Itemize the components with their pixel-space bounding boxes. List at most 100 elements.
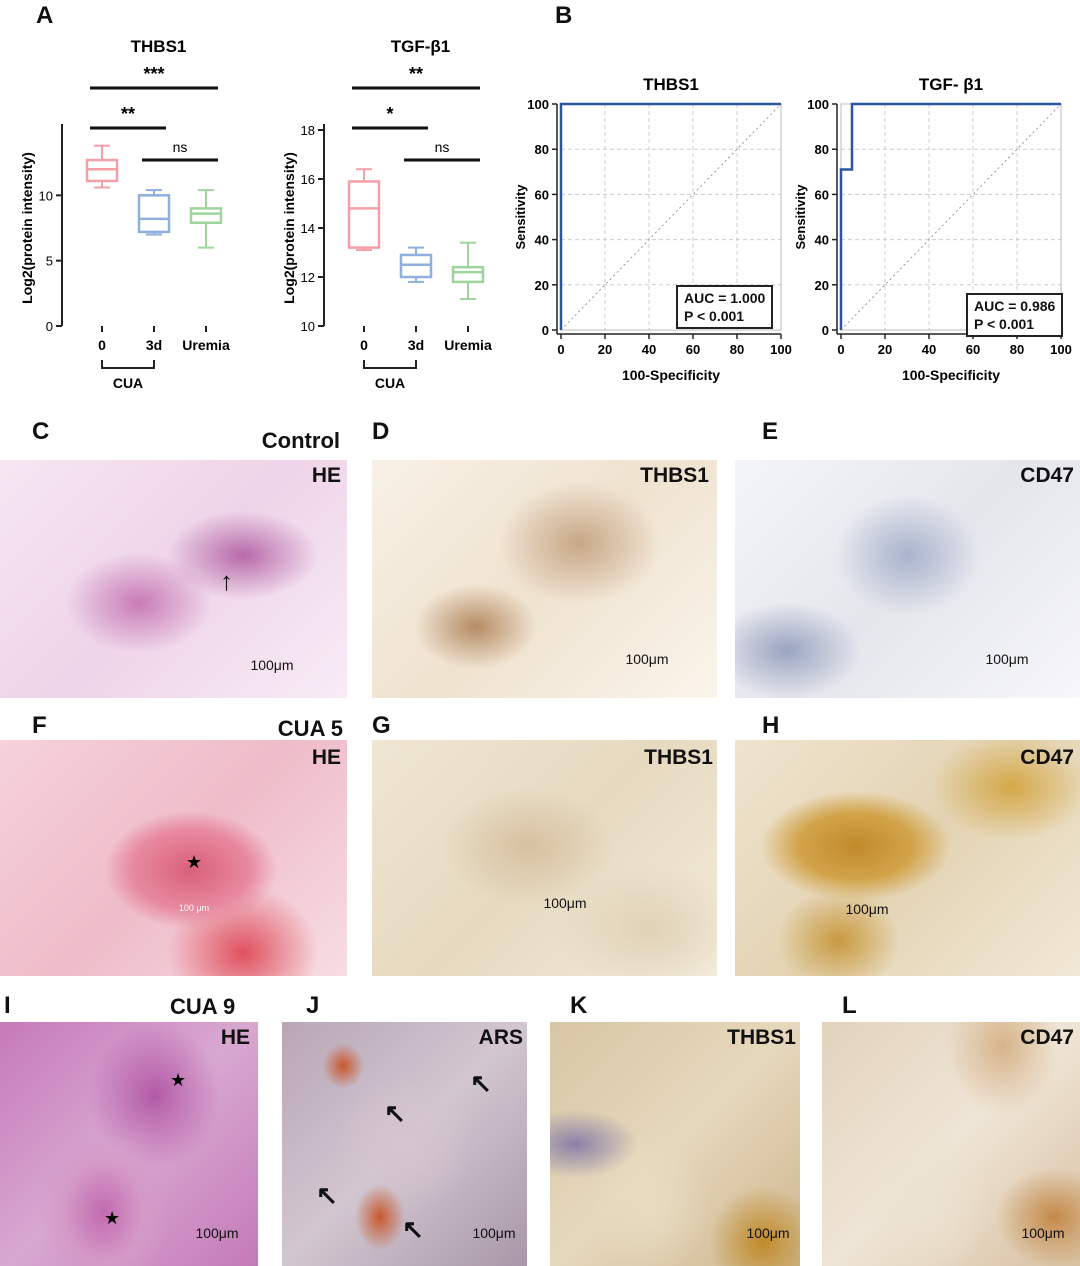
x-tick-label: 20 [878, 342, 892, 357]
arrow-icon: ↖ [470, 1068, 492, 1098]
stain-label: HE [220, 1026, 250, 1049]
stain-label: ARS [478, 1026, 523, 1049]
panel-label-a: A [36, 2, 54, 29]
auc-text: AUC = 0.986 [974, 298, 1056, 314]
y-tick-label: 5 [46, 254, 53, 269]
y-tick-label: 10 [301, 319, 315, 334]
x-tick-label: 100 [1050, 342, 1072, 357]
significance-label: ns [435, 139, 450, 155]
y-axis-label: Log2(protein intensity) [19, 152, 35, 304]
micrograph-cua9-cd47: CD47 100μm [822, 1022, 1080, 1266]
arrow-icon: ↖ [316, 1180, 338, 1210]
y-tick-label: 12 [301, 270, 315, 285]
x-tick-label: 60 [686, 342, 700, 357]
significance-label: ** [409, 64, 423, 84]
scale-bar: 100μm [512, 894, 618, 916]
scale-text: 100μm [1021, 1225, 1065, 1241]
x-tick-label: 0 [98, 337, 106, 353]
auc-text: AUC = 1.000 [684, 290, 766, 306]
y-tick-label: 40 [815, 233, 829, 248]
panel-label-b: B [555, 2, 573, 29]
y-tick-label: 80 [535, 142, 549, 157]
x-tick-label: 0 [837, 342, 844, 357]
scale-text: 100μm [472, 1225, 516, 1241]
y-tick-label: 14 [301, 221, 315, 236]
panel-label-k: K [570, 992, 588, 1019]
group-bracket [101, 360, 155, 369]
scale-bar: 100μm [218, 654, 326, 678]
star-icon: ★ [186, 852, 203, 872]
micrograph-cua9-he: ★ ★ HE 100μm [0, 1022, 258, 1266]
group-label-cua9: CUA 9 [170, 994, 236, 1019]
micrograph-cua5-thbs1: THBS1 100μm [372, 740, 717, 976]
y-tick-label: 20 [535, 278, 549, 293]
group-bracket [363, 360, 417, 369]
group-label: CUA [375, 375, 405, 391]
box [451, 265, 485, 284]
box [189, 207, 223, 225]
x-tick-label: 3d [408, 337, 424, 353]
stain-label: CD47 [1020, 464, 1074, 487]
roc-auc-box-thbs1: AUC = 1.000 P < 0.001 [676, 285, 774, 329]
x-tick-label: 0 [360, 337, 368, 353]
stain-label: CD47 [1020, 746, 1074, 769]
y-tick-label: 40 [535, 233, 549, 248]
scale-bar: 100μm [815, 900, 919, 922]
significance-label: ns [173, 139, 188, 155]
roc-chart-thbs1: THBS1 00 20 20 40 40 60 60 80 80 100 100 Sensitivity… [513, 75, 792, 383]
micrograph-control-he: ↑ HE 100μm [0, 460, 347, 698]
roc-auc-box-tgfb1: AUC = 0.986 P < 0.001 [966, 293, 1064, 337]
micrograph-cua9-ars: ↖ ↖ ↖ ↖ ARS 100μm [282, 1022, 527, 1266]
boxplot-tgfb1: TGF-β1 10 12 14 16 18 Log2(protein intensity) 0… [281, 37, 492, 391]
stain-label: HE [311, 464, 341, 487]
arrow-icon: ↖ [402, 1214, 424, 1244]
scale-text: 100 μm [178, 903, 210, 913]
scale-text: 100μm [746, 1225, 790, 1241]
chart-title: TGF-β1 [391, 37, 450, 56]
y-tick-label: 60 [535, 187, 549, 202]
y-tick-label: 80 [815, 142, 829, 157]
arrow-icon: ↖ [384, 1098, 406, 1128]
x-tick-label: 100 [770, 342, 792, 357]
y-tick-label: 16 [301, 172, 315, 187]
box [347, 180, 381, 249]
x-tick-label: 40 [922, 342, 936, 357]
y-axis-label: Sensitivity [513, 184, 528, 250]
group-label: CUA [113, 375, 143, 391]
panel-label-j: J [306, 992, 320, 1019]
panel-label-d: D [372, 418, 390, 445]
star-icon: ★ [170, 1070, 187, 1090]
box [137, 194, 171, 234]
x-tick-label: 20 [598, 342, 612, 357]
scale-bar: 100 μm [138, 898, 250, 916]
stain-label: THBS1 [640, 464, 709, 487]
scale-text: 100μm [250, 657, 294, 673]
micrograph-control-cd47: CD47 100μm [735, 460, 1080, 698]
box [85, 158, 119, 183]
chart-title: THBS1 [643, 75, 699, 94]
panel-label-h: H [762, 712, 780, 739]
x-axis-label: 100-Specificity [902, 367, 1000, 383]
x-tick-label: 80 [730, 342, 744, 357]
stain-label: THBS1 [727, 1026, 796, 1049]
panel-label-f: F [32, 712, 47, 739]
scale-bar: 100μm [470, 1222, 518, 1246]
scale-text: 100μm [625, 651, 669, 667]
panel-label-i: I [4, 992, 11, 1019]
y-tick-label: 100 [527, 97, 549, 112]
stain-label: HE [311, 746, 341, 769]
x-tick-label: 80 [1010, 342, 1024, 357]
panel-label-e: E [762, 418, 779, 445]
chart-title: THBS1 [131, 37, 187, 56]
y-tick-label: 20 [815, 278, 829, 293]
scale-bar: 100μm [744, 1222, 792, 1246]
panel-label-g: G [372, 712, 391, 739]
scale-text: 100μm [543, 895, 587, 911]
group-label-cua5: CUA 5 [277, 716, 343, 741]
chart-title: TGF- β1 [919, 75, 983, 94]
y-tick-label: 0 [542, 323, 549, 338]
scale-bar: 100μm [594, 648, 700, 672]
scale-text: 100μm [845, 901, 889, 917]
y-tick-label: 18 [301, 123, 315, 138]
scale-text: 100μm [195, 1225, 239, 1241]
